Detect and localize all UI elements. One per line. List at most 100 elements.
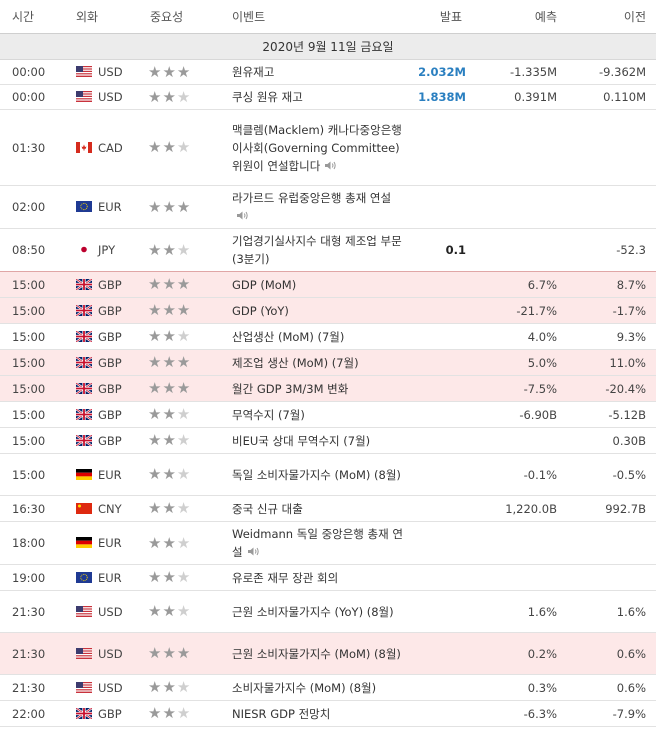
event-time: 16:30 — [0, 495, 66, 522]
table-row[interactable]: 15:00 GBP ★★★ 무역수지 (7월) -6.90B -5.12B — [0, 401, 656, 428]
actual-value — [410, 427, 472, 454]
event-name-link[interactable]: GDP (YoY) — [232, 303, 289, 318]
table-row[interactable]: 18:00 EUR ★★★ Weidmann 독일 중앙은행 총재 연설 — [0, 521, 656, 565]
actual-value — [410, 674, 472, 701]
event-name-cell[interactable]: 월간 GDP 3M/3M 변화 — [226, 375, 410, 402]
event-name-link[interactable]: 제조업 생산 (MoM) (7월) — [232, 355, 359, 370]
event-time: 00:00 — [0, 59, 66, 85]
actual-value — [410, 590, 472, 633]
currency-code: GBP — [98, 277, 122, 292]
event-name-cell[interactable]: 근원 소비자물가지수 (MoM) (8월) — [226, 632, 410, 675]
event-name-link[interactable]: 근원 소비자물가지수 (YoY) (8월) — [232, 604, 394, 619]
event-name-cell[interactable]: 독일 소비자물가지수 (MoM) (8월) — [226, 453, 410, 496]
event-name-link[interactable]: 기업경기실사지수 대형 제조업 부문 (3분기) — [232, 234, 402, 266]
table-row[interactable]: 15:00 EUR ★★★ 독일 소비자물가지수 (MoM) (8월) -0.1% -0.… — [0, 453, 656, 496]
col-forecast-header[interactable]: 예측 — [472, 0, 567, 34]
event-name-cell[interactable]: 쿠싱 원유 재고 — [226, 84, 410, 110]
col-currency-header[interactable]: 외화 — [66, 0, 136, 34]
event-name-link[interactable]: GDP (MoM) — [232, 277, 297, 292]
currency-code: GBP — [98, 303, 122, 318]
event-name-cell[interactable]: GDP (YoY) — [226, 297, 410, 324]
event-name-cell[interactable]: 기업경기실사지수 대형 제조업 부문 (3분기) — [226, 228, 410, 272]
event-name-link[interactable]: 맥클렘(Macklem) 캐나다중앙은행 이사회(Governing Commi… — [232, 122, 402, 173]
importance-stars: ★★★ — [148, 467, 191, 482]
event-name-cell[interactable]: 원유재고 — [226, 59, 410, 85]
col-importance-header[interactable]: 중요성 — [136, 0, 226, 34]
event-name-cell[interactable]: 근원 소비자물가지수 (YoY) (8월) — [226, 590, 410, 633]
star-filled-icon: ★ — [148, 87, 163, 106]
star-empty-icon: ★ — [176, 138, 192, 156]
event-name-link[interactable]: 중국 신규 대출 — [232, 501, 303, 516]
event-name-cell[interactable]: 소비자물가지수 (MoM) (8월) — [226, 674, 410, 701]
table-row[interactable]: 08:50 JPY ★★★ 기업경기실사지수 대형 제조업 부문 (3분기) 0.1 -5… — [0, 228, 656, 272]
event-name-link[interactable]: 월간 GDP 3M/3M 변화 — [232, 381, 349, 396]
forecast-value: -7.5% — [472, 375, 567, 402]
event-time: 15:00 — [0, 297, 66, 324]
event-name-cell[interactable]: 중국 신규 대출 — [226, 495, 410, 522]
importance-stars: ★★★ — [148, 199, 191, 215]
gb-flag-icon — [75, 329, 93, 343]
importance-stars: ★★★ — [148, 646, 191, 661]
star-filled-icon: ★ — [148, 240, 163, 259]
event-time: 15:00 — [0, 271, 66, 298]
col-time-header[interactable]: 시간 — [0, 0, 66, 34]
star-filled-icon: ★ — [162, 379, 177, 397]
event-name-link[interactable]: 산업생산 (MoM) (7월) — [232, 329, 345, 344]
star-empty-icon: ★ — [176, 568, 192, 586]
event-name-cell[interactable]: 유로존 재무 장관 회의 — [226, 564, 410, 591]
table-row[interactable]: 15:00 GBP ★★★ GDP (YoY) -21.7% -1.7% — [0, 297, 656, 324]
table-row[interactable]: 15:00 GBP ★★★ 제조업 생산 (MoM) (7월) 5.0% 11.0% — [0, 349, 656, 376]
event-name-link[interactable]: 비EU국 상대 무역수지 (7월) — [232, 433, 371, 448]
event-name-cell[interactable]: Weidmann 독일 중앙은행 총재 연설 — [226, 521, 410, 565]
star-empty-icon: ★ — [176, 499, 192, 517]
table-row[interactable]: 19:00 EUR ★★★ 유로존 재무 장관 회의 — [0, 564, 656, 591]
event-name-cell[interactable]: 라가르드 유럽중앙은행 총재 연설 — [226, 185, 410, 229]
importance-stars: ★★★ — [148, 240, 191, 259]
currency-code: EUR — [98, 536, 122, 550]
star-filled-icon: ★ — [148, 301, 163, 319]
event-name-link[interactable]: 무역수지 (7월) — [232, 407, 305, 422]
forecast-value — [472, 228, 567, 272]
event-name-link[interactable]: 원유재고 — [232, 65, 275, 79]
col-previous-header[interactable]: 이전 — [567, 0, 656, 34]
star-filled-icon: ★ — [162, 568, 177, 586]
star-filled-icon: ★ — [162, 62, 177, 81]
event-name-link[interactable]: NIESR GDP 전망치 — [232, 706, 331, 721]
table-row[interactable]: 00:00 USD ★★★ 원유재고 2.032M -1.335M -9.362M — [0, 59, 656, 85]
table-row[interactable]: 15:00 GBP ★★★ 월간 GDP 3M/3M 변화 -7.5% -20.4% — [0, 375, 656, 402]
table-row[interactable]: 01:30 CAD ★★★ 맥클렘(Macklem) 캐나다중앙은행 이사회(Gove… — [0, 109, 656, 186]
table-row[interactable]: 00:00 USD ★★★ 쿠싱 원유 재고 1.838M 0.391M 0.110M — [0, 84, 656, 110]
event-name-cell[interactable]: GDP (MoM) — [226, 271, 410, 298]
table-row[interactable]: 15:00 GBP ★★★ GDP (MoM) 6.7% 8.7% — [0, 271, 656, 298]
table-row[interactable]: 21:30 USD ★★★ 근원 소비자물가지수 (MoM) (8월) 0.2% 0.6% — [0, 632, 656, 675]
table-row[interactable]: 02:00 EUR ★★★ 라가르드 유럽중앙은행 총재 연설 — [0, 185, 656, 229]
event-name-cell[interactable]: 제조업 생산 (MoM) (7월) — [226, 349, 410, 376]
star-empty-icon: ★ — [176, 678, 192, 696]
event-name-cell[interactable]: 산업생산 (MoM) (7월) — [226, 323, 410, 350]
event-name-link[interactable]: 소비자물가지수 (MoM) (8월) — [232, 680, 377, 695]
event-time: 00:00 — [0, 84, 66, 110]
event-name-cell[interactable]: NIESR GDP 전망치 — [226, 700, 410, 727]
event-name-cell[interactable]: 비EU국 상대 무역수지 (7월) — [226, 427, 410, 454]
event-name-link[interactable]: 쿠싱 원유 재고 — [232, 90, 303, 104]
table-row[interactable]: 22:00 GBP ★★★ NIESR GDP 전망치 -6.3% -7.9% — [0, 700, 656, 727]
currency-code: JPY — [98, 243, 116, 257]
actual-value — [410, 495, 472, 522]
event-name-link[interactable]: Weidmann 독일 중앙은행 총재 연설 — [232, 527, 403, 559]
currency-cell: USD — [66, 632, 136, 675]
table-row[interactable]: 16:30 CNY ★★★ 중국 신규 대출 1,220.0B 992.7B — [0, 495, 656, 522]
event-name-cell[interactable]: 무역수지 (7월) — [226, 401, 410, 428]
table-row[interactable]: 15:00 GBP ★★★ 산업생산 (MoM) (7월) 4.0% 9.3% — [0, 323, 656, 350]
table-row[interactable]: 21:30 USD ★★★ 근원 소비자물가지수 (YoY) (8월) 1.6% 1.6% — [0, 590, 656, 633]
col-event-header[interactable]: 이벤트 — [226, 0, 410, 34]
col-actual-header[interactable]: 발표 — [410, 0, 472, 34]
event-name-link[interactable]: 독일 소비자물가지수 (MoM) (8월) — [232, 467, 401, 482]
event-name-link[interactable]: 유로존 재무 장관 회의 — [232, 570, 339, 585]
event-name-link[interactable]: 라가르드 유럽중앙은행 총재 연설 — [232, 191, 392, 205]
event-name-cell[interactable]: 맥클렘(Macklem) 캐나다중앙은행 이사회(Governing Commi… — [226, 109, 410, 186]
actual-value — [410, 564, 472, 591]
event-name-link[interactable]: 근원 소비자물가지수 (MoM) (8월) — [232, 646, 401, 661]
table-row[interactable]: 15:00 GBP ★★★ 비EU국 상대 무역수지 (7월) 0.30B — [0, 427, 656, 454]
star-filled-icon: ★ — [176, 301, 192, 319]
table-row[interactable]: 21:30 USD ★★★ 소비자물가지수 (MoM) (8월) 0.3% 0.6% — [0, 674, 656, 701]
